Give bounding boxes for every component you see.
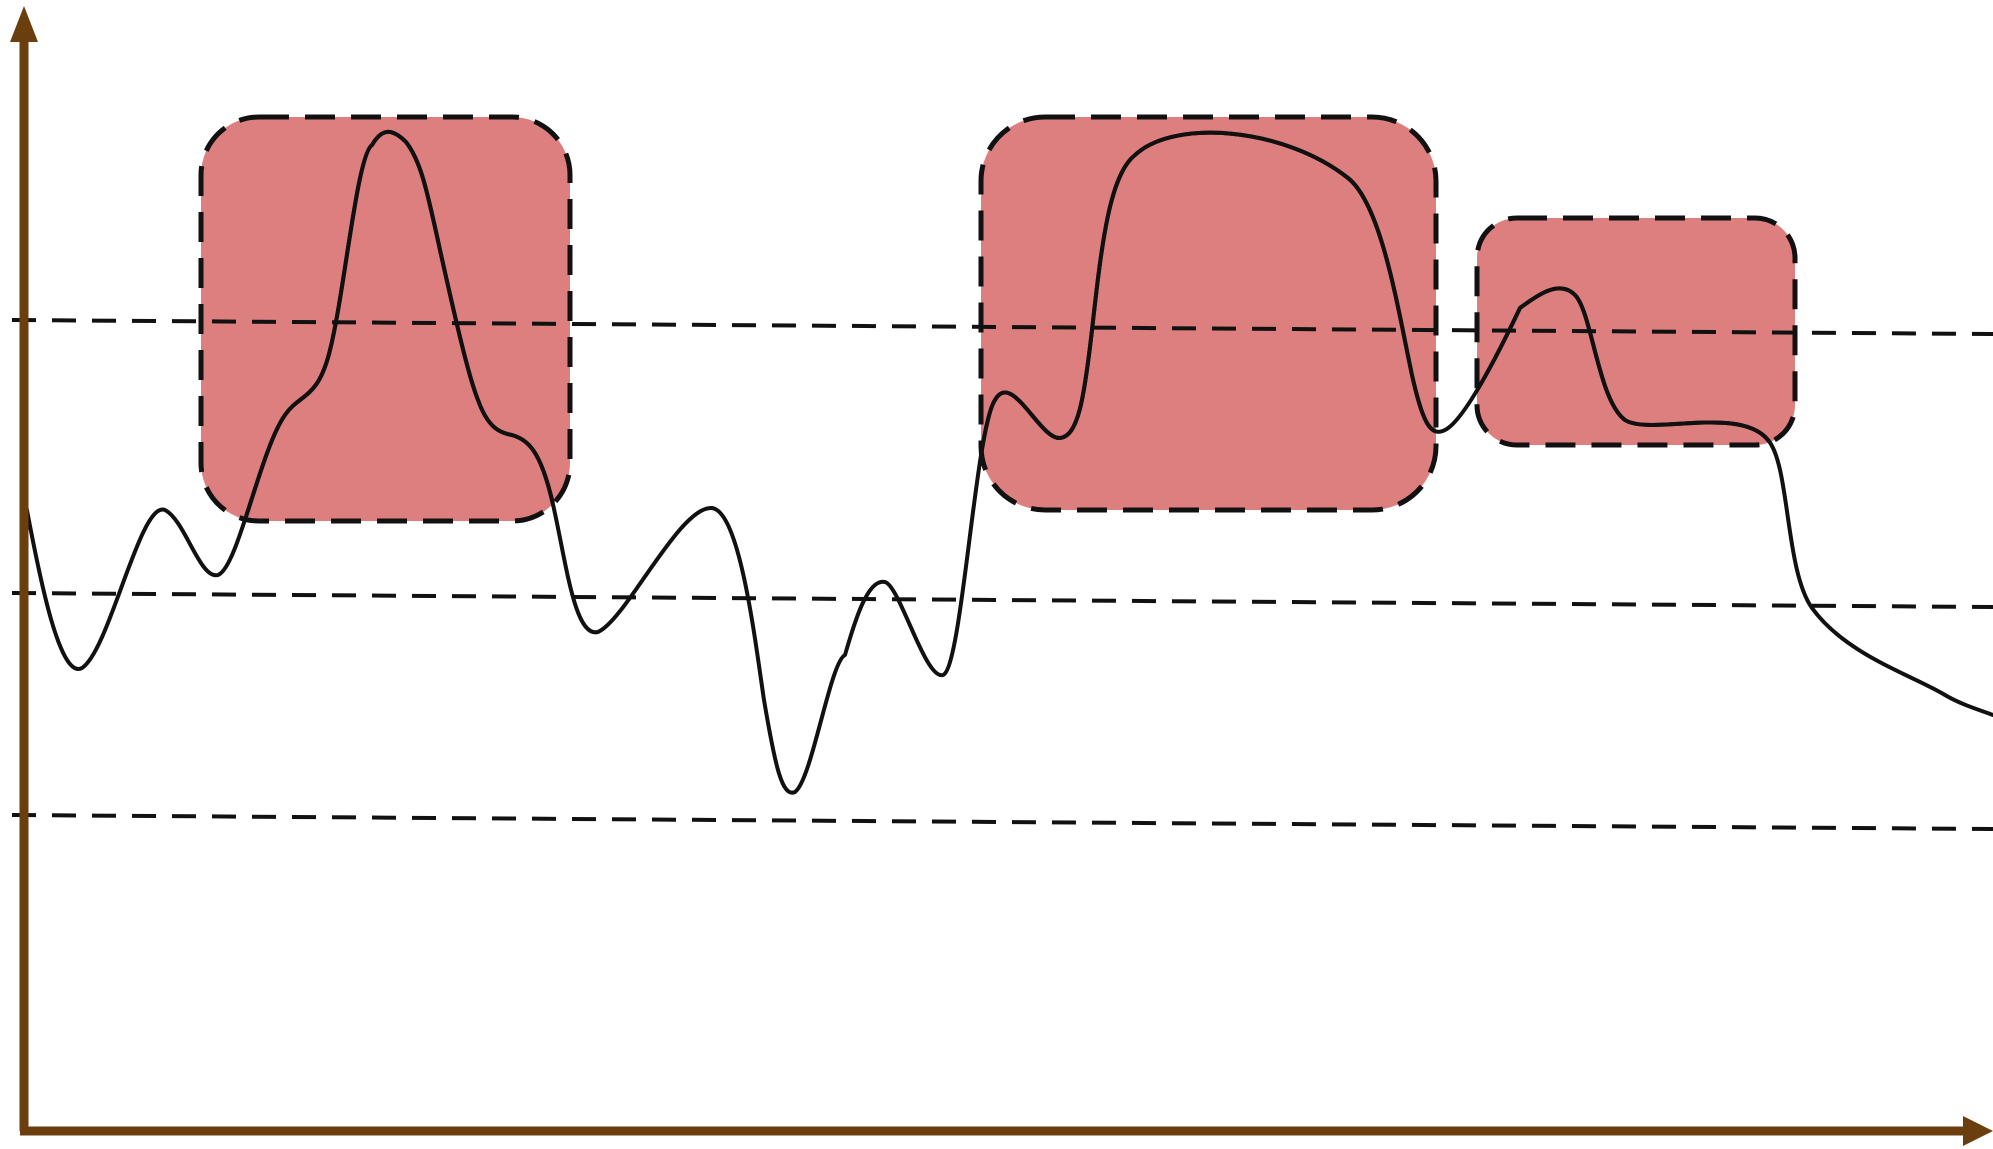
x-axis-arrowhead	[1963, 1116, 1993, 1146]
upper-threshold-line	[11, 318, 1993, 336]
highlight-region-2	[981, 117, 1436, 510]
axes	[10, 6, 1993, 1146]
region-borders	[198, 114, 1798, 524]
y-axis-arrowhead	[10, 6, 38, 42]
region-1-border	[198, 114, 573, 524]
region-3-border	[1474, 215, 1798, 448]
waveform	[24, 129, 1993, 795]
lower-threshold-line	[11, 813, 1993, 831]
region-2-border	[978, 114, 1439, 513]
highlight-region-1	[201, 117, 570, 521]
middle-threshold-line	[11, 591, 1993, 609]
threshold-lines	[11, 318, 1993, 831]
highlight-region-3	[1477, 218, 1795, 445]
highlighted-regions	[201, 117, 1795, 521]
